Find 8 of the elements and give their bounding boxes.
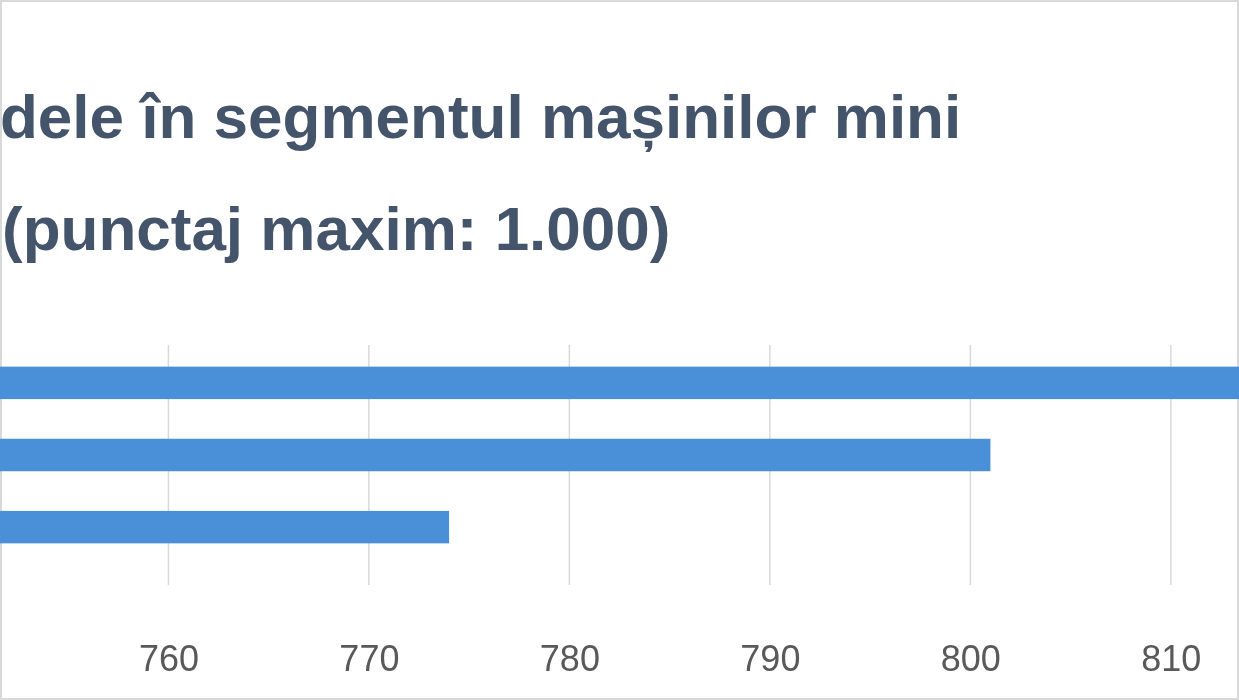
chart-subtitle: (punctaj maxim: 1.000) <box>2 194 671 263</box>
chart-title: dele în segmentul mașinilor mini <box>0 82 962 152</box>
x-tick-label: 800 <box>940 637 1001 679</box>
x-tick-label: 770 <box>339 637 400 679</box>
x-tick-label: 780 <box>539 637 600 679</box>
x-tick-label: 760 <box>138 637 199 679</box>
x-tick-label: 810 <box>1141 637 1202 679</box>
x-tick-label: 790 <box>740 637 801 679</box>
